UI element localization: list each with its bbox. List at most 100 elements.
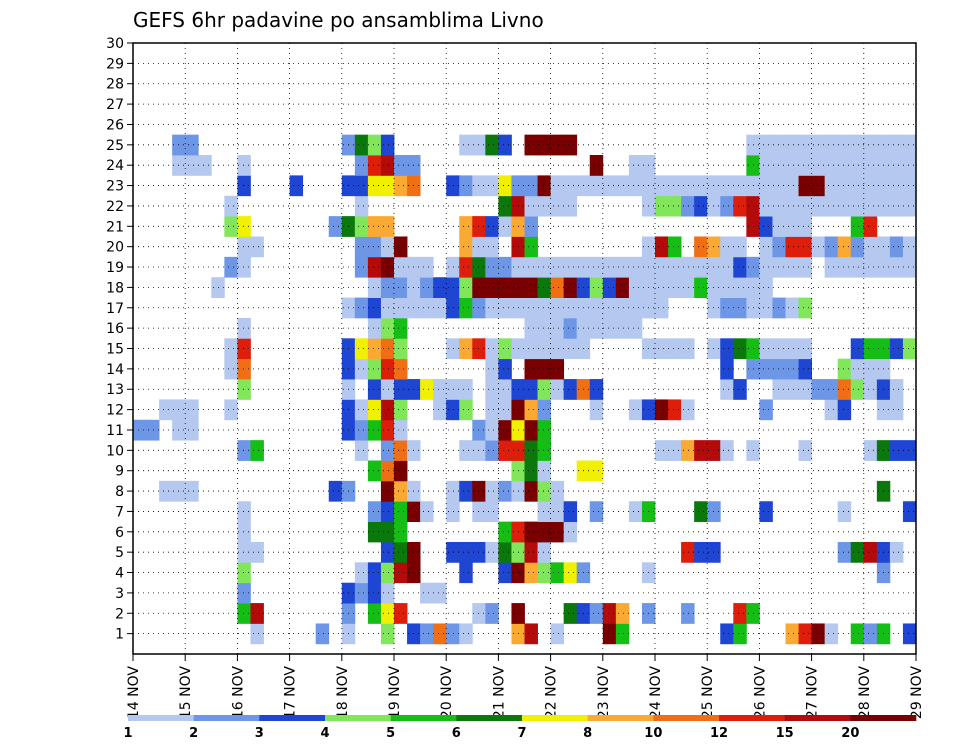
y-tick-label: 12	[106, 403, 124, 419]
heatmap-cell	[459, 216, 473, 237]
heatmap-cell	[485, 379, 499, 400]
x-tick-label: 26 NOV	[752, 666, 768, 720]
heatmap-cell	[655, 175, 669, 197]
heatmap-cell	[902, 175, 917, 197]
heatmap-cell	[615, 317, 630, 339]
heatmap-cell	[354, 338, 369, 360]
y-tick-label: 25	[106, 138, 124, 154]
heatmap-cell	[394, 460, 408, 482]
heatmap-cell	[459, 562, 473, 584]
heatmap-cell	[485, 501, 499, 523]
heatmap-cell	[863, 358, 878, 380]
heatmap-cell	[759, 134, 773, 156]
heatmap-cell	[850, 155, 865, 176]
heatmap-cell	[733, 175, 747, 197]
x-tick-label: 25 NOV	[700, 666, 716, 720]
heatmap-cell	[394, 256, 408, 278]
heatmap-cell	[668, 440, 682, 461]
x-tick-label: 20 NOV	[439, 666, 455, 720]
heatmap-cell	[485, 358, 499, 380]
heatmap-cell	[889, 379, 904, 400]
heatmap-cell	[681, 277, 695, 298]
heatmap-cell	[237, 521, 251, 543]
heatmap-cells	[133, 134, 917, 645]
heatmap-cell	[524, 419, 538, 441]
heatmap-cell	[628, 297, 643, 319]
heatmap-cell	[354, 175, 369, 197]
heatmap-cell	[472, 216, 486, 237]
heatmap-cell	[354, 440, 369, 461]
heatmap-cell	[694, 277, 708, 298]
legend-color-swatch	[325, 715, 391, 721]
heatmap-cell	[394, 277, 408, 298]
y-tick-label: 26	[106, 117, 124, 133]
legend-color-swatch	[587, 715, 654, 721]
heatmap-cell	[224, 399, 238, 421]
heatmap-cell	[237, 317, 251, 339]
heatmap-cell	[394, 379, 408, 400]
heatmap-cell	[459, 480, 473, 502]
heatmap-cell	[537, 501, 551, 523]
heatmap-cell	[446, 379, 460, 400]
heatmap-cell	[550, 623, 565, 645]
heatmap-cell	[367, 134, 382, 156]
heatmap-cell	[589, 501, 604, 523]
heatmap-cell	[615, 277, 630, 298]
heatmap-cell	[185, 419, 199, 441]
heatmap-cell	[628, 501, 643, 523]
heatmap-cell	[289, 175, 304, 197]
heatmap-cell	[537, 379, 551, 400]
heatmap-cell	[720, 623, 734, 645]
heatmap-cell	[367, 317, 382, 339]
y-tick-label: 3	[115, 586, 124, 602]
y-tick-label: 2	[115, 606, 124, 622]
heatmap-cell	[537, 521, 551, 543]
heatmap-cell	[563, 521, 578, 543]
x-tick-label: 15 NOV	[178, 666, 194, 720]
heatmap-cell	[798, 358, 812, 380]
heatmap-cell	[485, 236, 499, 258]
heatmap-cell	[785, 358, 799, 380]
legend-label: 6	[452, 726, 461, 741]
legend-label: 8	[583, 726, 592, 741]
chart-title: GEFS 6hr padavine po ansamblima Livno	[133, 8, 544, 32]
legend-label: 5	[386, 726, 395, 741]
heatmap-cell	[459, 623, 473, 645]
heatmap-cell	[694, 256, 708, 278]
heatmap-cell	[237, 358, 251, 380]
heatmap-cell	[602, 603, 617, 624]
y-tick-label: 30	[106, 36, 124, 52]
heatmap-cell	[446, 399, 460, 421]
heatmap-cell	[889, 338, 904, 360]
heatmap-cell	[550, 256, 565, 278]
heatmap-cell	[380, 236, 395, 258]
heatmap-cell	[380, 541, 395, 563]
heatmap-cell	[524, 236, 538, 258]
legend-label: 4	[320, 726, 329, 741]
heatmap-cell	[524, 521, 538, 543]
heatmap-cell	[498, 562, 512, 584]
heatmap-cell	[420, 501, 434, 523]
heatmap-cell	[759, 501, 773, 523]
heatmap-cell	[237, 256, 251, 278]
heatmap-cell	[850, 256, 865, 278]
heatmap-cell	[902, 501, 917, 523]
heatmap-cell	[367, 460, 382, 482]
heatmap-cell	[720, 440, 734, 461]
heatmap-cell	[498, 277, 512, 298]
heatmap-cell	[394, 155, 408, 176]
heatmap-cell	[759, 358, 773, 380]
heatmap-cell	[394, 501, 408, 523]
heatmap-cell	[655, 297, 669, 319]
y-tick-label: 10	[106, 443, 124, 459]
heatmap-cell	[668, 399, 682, 421]
heatmap-cell	[628, 175, 643, 197]
heatmap-cell	[185, 134, 199, 156]
heatmap-cell	[250, 541, 264, 563]
heatmap-cell	[550, 277, 565, 298]
heatmap-cell	[681, 195, 695, 217]
heatmap-cell	[824, 379, 839, 400]
heatmap-cell	[250, 603, 264, 624]
heatmap-cell	[472, 541, 486, 563]
